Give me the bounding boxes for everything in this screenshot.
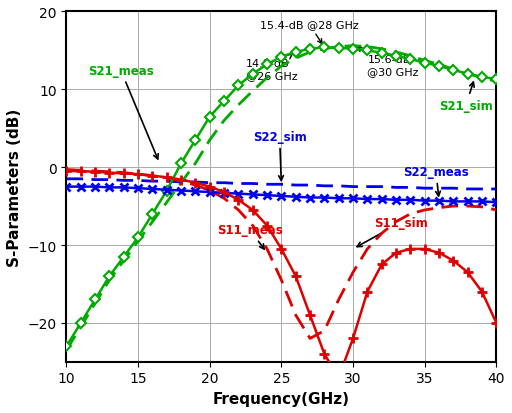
Text: S22_meas: S22_meas <box>403 166 469 197</box>
Text: 15.6-dB
@30 GHz: 15.6-dB @30 GHz <box>357 48 419 76</box>
Y-axis label: S-Parameters (dB): S-Parameters (dB) <box>7 108 22 266</box>
Text: S21_meas: S21_meas <box>88 64 158 159</box>
Text: S21_sim: S21_sim <box>439 83 493 112</box>
Text: S22_sim: S22_sim <box>253 131 307 181</box>
X-axis label: Frequency(GHz): Frequency(GHz) <box>213 391 350 406</box>
Text: S11_meas: S11_meas <box>217 224 283 249</box>
Text: 15.4-dB @28 GHz: 15.4-dB @28 GHz <box>260 20 358 45</box>
Text: S11_sim: S11_sim <box>357 216 428 247</box>
Text: 14.8-dB
@26 GHz: 14.8-dB @26 GHz <box>246 55 297 81</box>
